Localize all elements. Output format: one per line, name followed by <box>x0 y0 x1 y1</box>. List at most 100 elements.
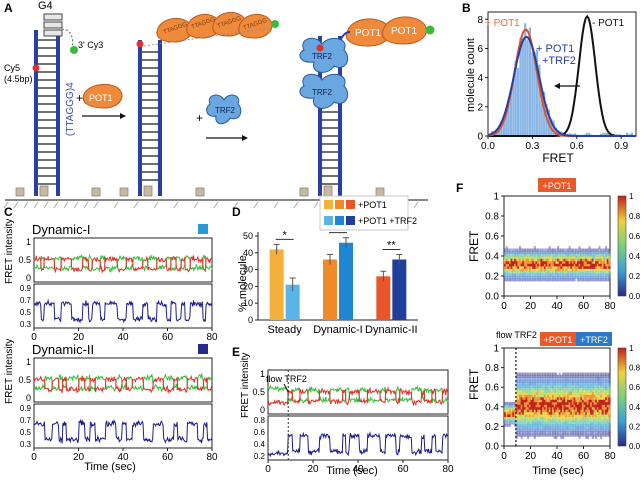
f-top-cell <box>505 248 508 252</box>
f-top-cell <box>530 278 533 282</box>
f-bottom-cell <box>540 379 543 383</box>
f-top-cell <box>509 251 512 254</box>
f-bottom-cell <box>528 409 531 413</box>
f-bottom-cell <box>535 411 538 415</box>
f-top-cell <box>504 258 507 262</box>
f-bottom-cell <box>603 389 606 393</box>
f-bottom-cell <box>509 414 512 417</box>
f-top-cell <box>532 258 535 262</box>
f-bottom-cell <box>595 433 598 437</box>
f-bottom-cell <box>588 379 591 383</box>
f-top-cell <box>590 256 593 259</box>
f-top-cell <box>535 276 538 279</box>
f-top-cell <box>512 271 515 274</box>
f-bottom-cell <box>523 409 526 413</box>
f-bottom-cell <box>590 392 593 395</box>
f-top-cell <box>578 258 581 262</box>
f-bottom-cell <box>515 431 518 435</box>
f-bottom-cell <box>545 377 548 381</box>
f-bottom-cell <box>537 416 540 420</box>
f-bottom-cell <box>591 421 594 425</box>
f-bottom-cell <box>600 387 603 391</box>
f-top-cell <box>513 248 516 252</box>
f-bottom-cell <box>575 409 578 413</box>
f-bottom-cell <box>608 406 611 410</box>
f-bottom-cell <box>530 428 533 432</box>
f-top-colorbar-label: 0.6 <box>629 232 641 241</box>
f-bottom-cell <box>601 389 604 393</box>
f-bottom-cell <box>575 394 578 398</box>
f-top-cell <box>603 251 606 254</box>
b-hist-bar <box>625 132 629 136</box>
f-bottom-cell <box>543 409 546 413</box>
f-top-cell <box>553 258 556 262</box>
f-top-cell <box>558 253 561 257</box>
f-bottom-cell <box>571 389 574 393</box>
f-top-cell <box>558 276 561 279</box>
f-bottom-cell <box>605 423 608 427</box>
f-bottom-cell <box>528 384 531 388</box>
f-bottom-cell <box>505 419 508 422</box>
f-top-cell <box>590 271 593 274</box>
f-bottom-cell <box>523 394 526 398</box>
f-bottom-cell <box>596 414 599 417</box>
f-top-cell <box>583 278 586 282</box>
f-bottom-cell <box>581 387 584 391</box>
d-category-label: Dynamic-I <box>313 324 363 336</box>
f-top-cell <box>583 253 586 257</box>
f-top-cell <box>540 271 543 274</box>
f-top-cell <box>540 248 543 252</box>
f-bottom-cell <box>601 404 604 408</box>
f-bottom-cell <box>555 392 558 395</box>
f-bottom-cell <box>510 414 513 417</box>
f-bottom-cell <box>522 428 525 432</box>
f-bottom-cell <box>538 404 541 408</box>
f-bottom-cell <box>565 411 568 415</box>
f-top-cell <box>591 276 594 279</box>
f-top-cell <box>578 276 581 279</box>
f-top-cell <box>558 263 561 267</box>
f-bottom-cell <box>528 404 531 408</box>
f-bottom-cell <box>590 419 593 422</box>
f-top-cell <box>601 248 604 252</box>
f-top-cell <box>512 266 515 269</box>
panel-a: A <box>3 0 435 209</box>
f-bottom-cell <box>595 374 598 378</box>
f-bottom-cell <box>595 404 598 408</box>
f-bottom-cell <box>547 379 550 383</box>
f-top-cell <box>512 263 515 267</box>
f-top-cell <box>525 261 528 264</box>
f-bottom-cell <box>538 416 541 420</box>
d-bar <box>376 276 391 320</box>
f-bottom-cell <box>523 423 526 427</box>
f-bottom-cell <box>552 392 555 395</box>
b-hist-bar <box>554 127 558 136</box>
f-top-cell <box>573 261 576 264</box>
f-bottom-cell <box>533 428 536 432</box>
f-top-cell <box>593 248 596 252</box>
f-bottom-cell <box>518 406 521 410</box>
f-top-cell <box>538 278 541 282</box>
f-bottom-cell <box>570 423 573 427</box>
c1-upper-ytick: 0.5 <box>18 255 31 265</box>
f-bottom-cell <box>535 414 538 417</box>
f-top-cell <box>533 268 536 272</box>
f-bottom-cell <box>590 426 593 430</box>
f-bottom-cell <box>515 423 518 427</box>
f-top-cell <box>537 271 540 274</box>
f-top-cell <box>605 253 608 257</box>
f-bottom-cell <box>507 409 510 413</box>
f-bottom-cell <box>550 379 553 383</box>
f-bottom-cell <box>520 399 523 403</box>
panel-d: D % molecule 01020304050*Steady**Dynamic… <box>232 195 418 336</box>
f-top-cell <box>510 261 513 264</box>
f-bottom-cell <box>513 409 516 413</box>
f-top-cell <box>565 278 568 282</box>
e-flow-arrow <box>283 383 289 393</box>
f-bottom-cell <box>571 392 574 395</box>
f-top-cell <box>593 256 596 259</box>
f-bottom-cell <box>601 384 604 388</box>
f-top-cell <box>553 266 556 269</box>
f-bottom-cell <box>560 399 563 403</box>
b-hist-bar <box>531 52 534 136</box>
